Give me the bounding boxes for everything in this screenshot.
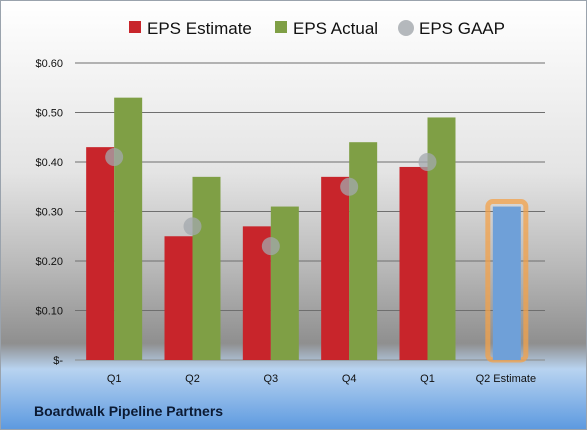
bar-eps-actual — [114, 97, 143, 361]
bar-eps-actual — [427, 117, 456, 360]
point-eps-gaap — [418, 153, 437, 171]
bar-eps-actual — [349, 142, 378, 360]
gridlines — [75, 62, 545, 361]
x-tick-label: Q1 — [420, 373, 435, 385]
bar-eps-actual — [270, 206, 299, 360]
legend-swatch-eps-gaap — [398, 20, 414, 36]
legend-label-eps-actual: EPS Actual — [293, 19, 378, 38]
y-tick-label: $0.40 — [35, 157, 63, 169]
x-axis-ticks: Q1 Q2 Q3 Q4 Q1 Q2 Estimate — [107, 373, 536, 385]
legend: EPS Estimate EPS Actual EPS GAAP — [129, 19, 505, 38]
bar-q2-estimate — [492, 206, 521, 360]
company-name: Boardwalk Pipeline Partners — [34, 403, 224, 419]
y-tick-label: $0.30 — [35, 207, 63, 219]
gaap-points — [105, 148, 437, 256]
x-tick-label: Q2 — [185, 373, 200, 385]
y-tick-label: $- — [53, 355, 63, 367]
point-eps-gaap — [105, 148, 124, 167]
point-eps-gaap — [183, 217, 202, 236]
bars — [86, 97, 529, 363]
bar-eps-estimate — [164, 236, 193, 360]
legend-swatch-eps-actual — [275, 21, 287, 33]
y-tick-label: $0.60 — [35, 58, 63, 70]
bar-eps-actual — [192, 176, 221, 360]
y-tick-label: $0.50 — [35, 108, 63, 120]
bar-eps-estimate — [321, 176, 350, 360]
y-axis-ticks: $- $0.10 $0.20 $0.30 $0.40 $0.50 $0.60 — [35, 58, 63, 367]
legend-label-eps-gaap: EPS GAAP — [419, 19, 505, 38]
legend-label-eps-estimate: EPS Estimate — [147, 19, 252, 38]
x-tick-label: Q2 Estimate — [476, 373, 537, 385]
y-tick-label: $0.10 — [35, 306, 63, 318]
bar-eps-estimate — [399, 166, 428, 360]
legend-swatch-eps-estimate — [129, 21, 141, 33]
x-tick-label: Q3 — [263, 373, 278, 385]
y-tick-label: $0.20 — [35, 256, 63, 268]
x-tick-label: Q4 — [342, 373, 357, 385]
x-tick-label: Q1 — [107, 373, 122, 385]
bar-eps-estimate — [86, 147, 115, 360]
point-eps-gaap — [261, 237, 280, 256]
point-eps-gaap — [340, 177, 359, 196]
